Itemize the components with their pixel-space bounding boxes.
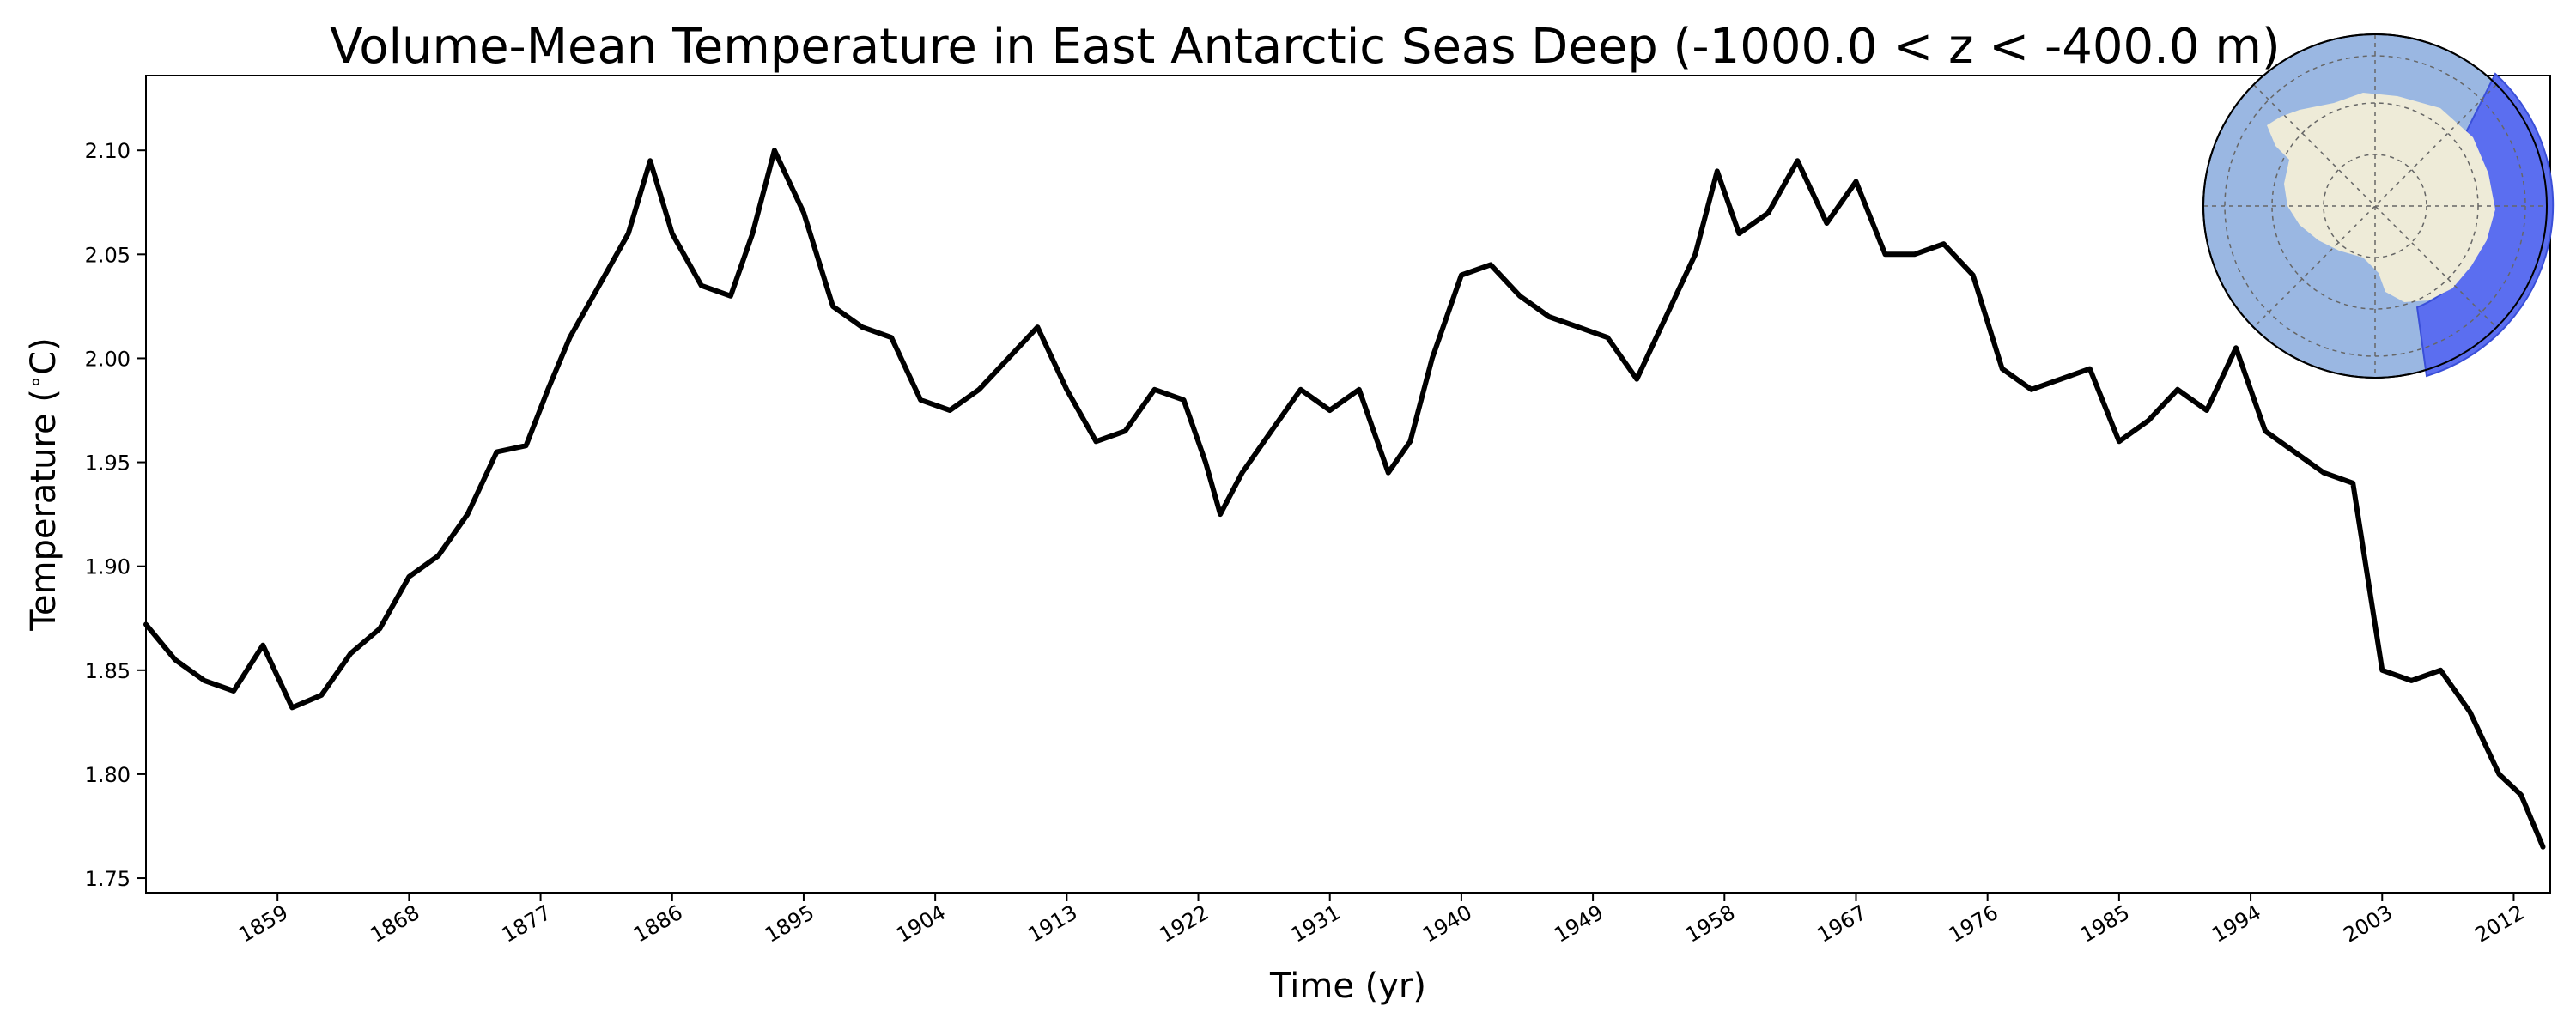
y-axis-ticks: 1.75 1.80 1.85 1.90 1.95 2.00 2.05 2.10 — [85, 139, 146, 891]
x-tick-label: 2012 — [2471, 900, 2529, 948]
x-tick-label: 1940 — [1419, 900, 1476, 948]
x-tick-label: 1985 — [2076, 900, 2134, 948]
y-tick-label: 2.00 — [85, 347, 131, 371]
antarctica-landmass — [2267, 93, 2495, 302]
y-tick-label: 1.75 — [85, 867, 131, 891]
y-axis-label-text: Temperature ( — [24, 389, 64, 632]
y-axis-label: Temperature (∘C) — [23, 337, 64, 632]
y-tick-label: 2.05 — [85, 243, 131, 267]
x-tick-label: 1913 — [1024, 900, 1081, 948]
plot-area: 1859 1868 1877 1886 1895 1904 1913 1922 1931 1940… — [85, 75, 2551, 948]
x-axis-ticks: 1859 1868 1877 1886 1895 1904 1913 1922 1931 1940… — [234, 893, 2528, 948]
x-tick-label: 1994 — [2208, 900, 2265, 948]
x-tick-label: 1895 — [761, 900, 818, 948]
x-axis-label: Time (yr) — [1269, 966, 1426, 1006]
antarctica-inset-map — [2202, 33, 2555, 379]
degree-symbol: ∘ — [23, 375, 49, 389]
y-tick-label: 2.10 — [85, 139, 131, 163]
x-tick-label: 1859 — [234, 900, 292, 948]
x-tick-label: 1904 — [892, 900, 950, 948]
x-tick-label: 1922 — [1156, 900, 1213, 948]
map-grid-meridian — [2253, 84, 2497, 328]
map-grid-meridian — [2253, 84, 2497, 328]
temperature-line — [143, 148, 2546, 850]
chart-title: Volume-Mean Temperature in East Antarcti… — [330, 19, 2280, 75]
y-tick-label: 1.95 — [85, 451, 131, 476]
y-tick-label: 1.85 — [85, 659, 131, 683]
x-tick-label: 1976 — [1945, 900, 2002, 948]
x-tick-label: 1949 — [1550, 900, 1607, 948]
y-axis-label-unit: C) — [24, 337, 64, 375]
x-tick-label: 1931 — [1287, 900, 1345, 948]
x-tick-label: 2003 — [2339, 900, 2397, 948]
x-tick-label: 1967 — [1814, 900, 1871, 948]
y-tick-label: 1.80 — [85, 763, 131, 787]
x-tick-label: 1958 — [1681, 900, 1739, 948]
map-boundary — [2202, 33, 2548, 379]
x-tick-label: 1868 — [366, 900, 423, 948]
x-tick-label: 1886 — [629, 900, 687, 948]
plot-frame — [145, 75, 2551, 894]
y-tick-label: 1.90 — [85, 555, 131, 579]
x-tick-label: 1877 — [498, 900, 556, 948]
